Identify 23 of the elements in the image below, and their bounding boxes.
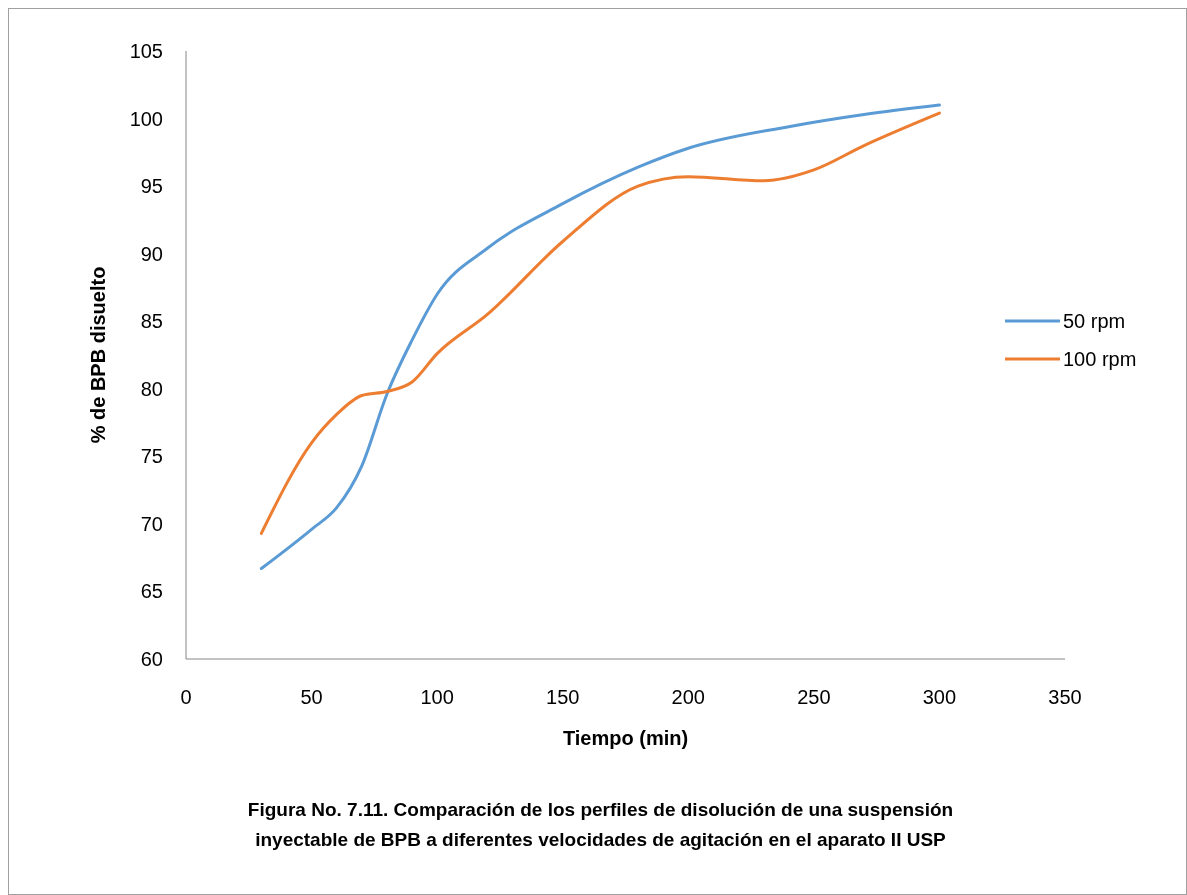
y-tick-label: 105 — [129, 40, 163, 62]
x-tick-label: 50 — [300, 686, 323, 708]
y-tick-label: 100 — [129, 107, 163, 130]
x-axis-title: Tiempo (min) — [562, 727, 689, 749]
y-tick-label: 65 — [140, 580, 163, 603]
legend-label: 100 rpm — [1063, 348, 1137, 370]
y-axis-title: % de BPB disuelto — [87, 266, 109, 444]
y-tick-label: 80 — [140, 377, 163, 400]
x-tick-label: 350 — [1048, 686, 1082, 708]
y-tick-label: 90 — [140, 242, 163, 265]
x-tick-label: 150 — [546, 686, 580, 708]
y-tick-label: 75 — [140, 445, 163, 468]
x-tick-label: 250 — [797, 686, 831, 708]
y-tick-label: 95 — [140, 175, 163, 198]
y-tick-label: 85 — [140, 310, 163, 333]
y-tick-label: 70 — [140, 512, 163, 535]
y-tick-label: 60 — [140, 648, 163, 670]
x-tick-label: 100 — [420, 686, 454, 708]
text: Figura No. 7.11. Comparación de los perfiles de disolución de una suspensión inyectable de BPB a diferentes velocidades de agitación en el aparato II USP — [247, 799, 954, 850]
x-tick-label: 300 — [922, 686, 957, 708]
x-tick-label: 200 — [671, 686, 705, 708]
legend-label: 50 rpm — [1063, 310, 1126, 332]
x-tick-label: 0 — [180, 686, 192, 708]
